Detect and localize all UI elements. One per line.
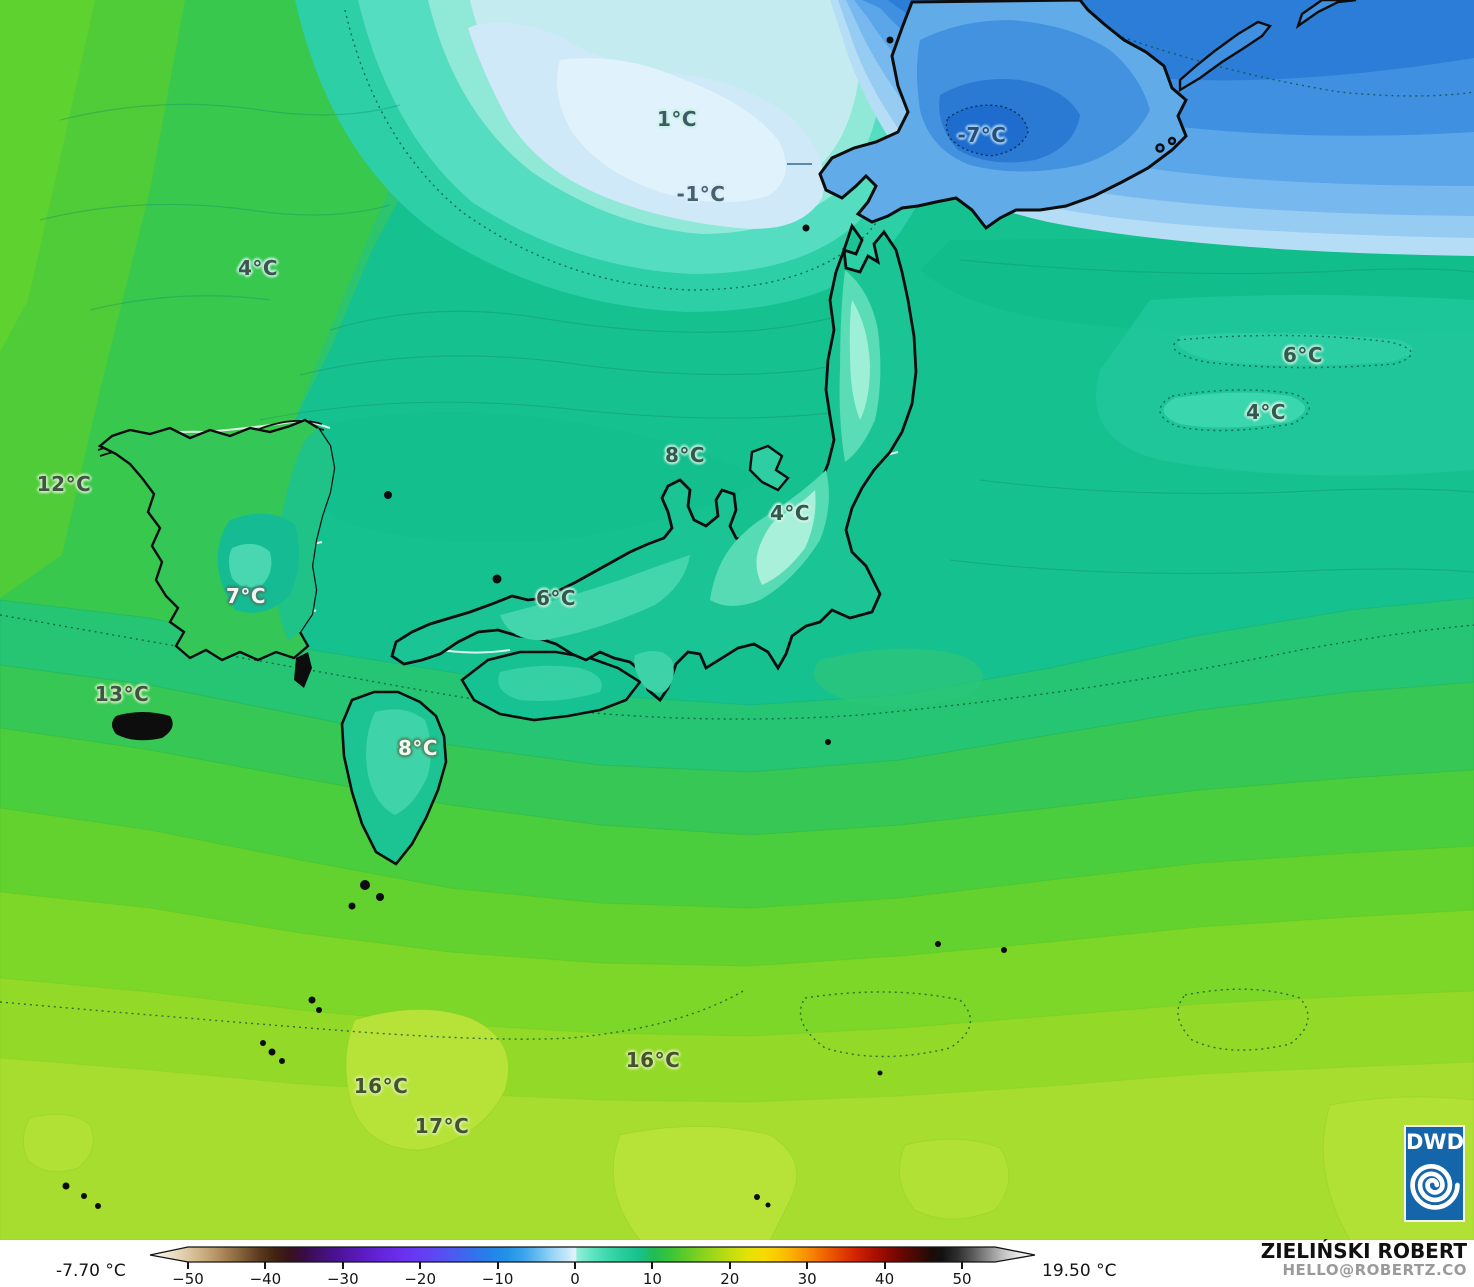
korea-peninsula	[97, 418, 336, 662]
dwd-spiral-icon	[1409, 1164, 1460, 1210]
author-email: HELLO@ROBERTZ.CO	[1282, 1261, 1467, 1279]
small-islands	[1155, 0, 1357, 153]
colorbar	[149, 1246, 1036, 1263]
dwd-logo: DWD	[1404, 1125, 1465, 1222]
sado-island	[748, 444, 790, 492]
shikoku-island	[460, 650, 642, 722]
attribution: ZIELIŃSKI ROBERT HELLO@ROBERTZ.CO	[1261, 1240, 1467, 1279]
cold-tongue	[295, 0, 953, 312]
temperature-map: 1°C -1°C -7°C 4°C 6°C 4°C 8°C 12°C 4°C 7°C 6°C 13°C…	[0, 0, 1474, 1240]
map-canvas	[0, 0, 1474, 1240]
author-name: ZIELIŃSKI ROBERT	[1260, 1239, 1467, 1263]
warm-bands	[0, 597, 1474, 1240]
kyushu-island	[340, 690, 448, 866]
legend-bar: -7.70 °C −50 −40 −30 −20 −10 0 10 20 30 40 50 19.5…	[0, 1240, 1474, 1287]
colorbar-shape	[149, 1246, 1036, 1263]
tiny-islands	[62, 36, 1007, 1209]
hokkaido-island	[818, 0, 1188, 231]
max-temp-label: 19.50 °C	[1042, 1261, 1117, 1281]
honshu-island	[390, 222, 918, 703]
min-temp-label: -7.70 °C	[56, 1261, 126, 1281]
dwd-logo-text: DWD	[1406, 1130, 1465, 1154]
